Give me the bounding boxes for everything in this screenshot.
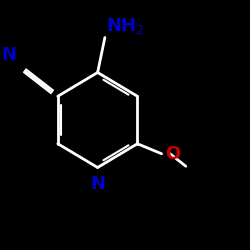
Text: NH$_2$: NH$_2$ [106, 16, 145, 36]
Text: N: N [90, 175, 105, 193]
Text: N: N [2, 46, 17, 64]
Text: O: O [165, 145, 180, 163]
